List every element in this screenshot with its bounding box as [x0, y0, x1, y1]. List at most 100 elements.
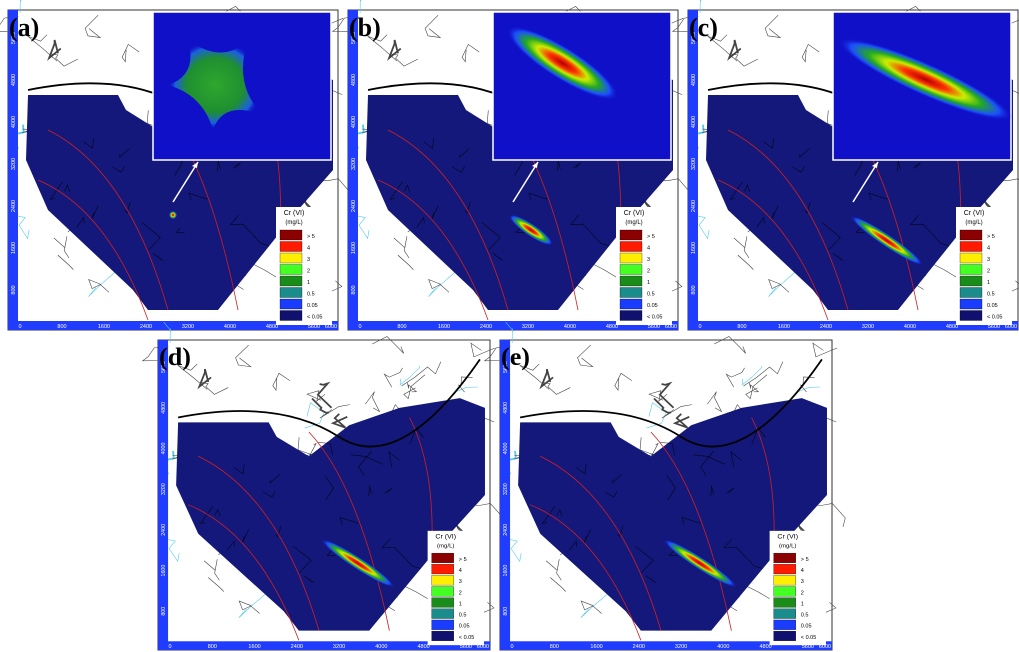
legend-swatch	[960, 276, 982, 286]
panel-label: (b)	[349, 13, 381, 42]
legend-label: > 5	[801, 557, 809, 563]
x-tick-label: 2400	[140, 324, 152, 330]
y-tick-label: 4000	[351, 116, 357, 128]
legend-swatch	[432, 609, 454, 619]
legend-label: > 5	[987, 234, 995, 240]
legend-swatch	[432, 620, 454, 630]
y-tick-label: 2400	[503, 524, 509, 536]
legend-swatch	[620, 311, 642, 321]
legend-label: 2	[987, 269, 990, 275]
legend-label: 2	[801, 590, 804, 596]
y-tick-label: 800	[691, 285, 697, 294]
legend-label: 3	[307, 257, 310, 263]
x-tick-label: 3200	[675, 644, 687, 650]
legend-swatch	[620, 242, 642, 252]
x-tick-label: 3200	[522, 324, 534, 330]
legend-label: 3	[801, 579, 804, 585]
y-tick-label: 2400	[161, 524, 167, 536]
legend-swatch	[774, 620, 796, 630]
legend-unit: (mg/L)	[965, 220, 982, 226]
map-panel: 0800160024003200400048005600600080016002…	[0, 0, 351, 330]
legend-swatch	[620, 299, 642, 309]
legend-label: 0.5	[459, 613, 467, 619]
y-tick-label: 800	[161, 607, 167, 616]
y-tick-label: 2400	[351, 200, 357, 212]
legend-label: 0.05	[801, 624, 812, 630]
legend-label: < 0.05	[459, 635, 475, 641]
legend-label: > 5	[307, 234, 315, 240]
x-tick-label: 1600	[98, 324, 110, 330]
y-tick-label: 1600	[161, 565, 167, 577]
legend-label: 0.5	[987, 292, 995, 298]
legend-swatch	[960, 242, 982, 252]
legend-label: 3	[647, 257, 650, 263]
x-tick-label: 0	[18, 324, 21, 330]
legend-swatch	[774, 564, 796, 574]
panel-label: (a)	[9, 13, 39, 42]
y-tick-label: 3200	[691, 158, 697, 170]
legend-label: 0.05	[307, 303, 318, 309]
legend-unit: (mg/L)	[625, 220, 642, 226]
legend-label: 4	[647, 246, 650, 252]
panel-label: (d)	[159, 343, 191, 371]
y-tick-label: 4800	[161, 402, 167, 414]
x-tick-label: 4000	[375, 644, 387, 650]
x-tick-label: 1600	[778, 324, 790, 330]
legend-swatch	[280, 230, 302, 240]
legend-swatch	[432, 553, 454, 563]
x-tick-label: 800	[737, 324, 746, 330]
legend-title: Cr (VI)	[777, 534, 798, 541]
legend-swatch	[960, 230, 982, 240]
y-tick-label: 3200	[351, 158, 357, 170]
legend-unit: (mg/L)	[285, 220, 302, 226]
x-tick-label: 4000	[904, 324, 916, 330]
legend-swatch	[280, 288, 302, 298]
legend-swatch	[774, 575, 796, 585]
legend-title: Cr (VI)	[284, 210, 305, 217]
legend-swatch	[960, 299, 982, 309]
legend-title: Cr (VI)	[624, 210, 645, 217]
legend-label: 4	[987, 246, 990, 252]
legend-swatch	[432, 631, 454, 641]
x-tick-label: 0	[511, 644, 514, 650]
legend-swatch	[774, 609, 796, 619]
x-tick-label: 800	[57, 324, 66, 330]
plume	[169, 211, 177, 219]
legend-label: 1	[647, 280, 650, 286]
legend-swatch	[432, 587, 454, 597]
x-tick-label: 1600	[438, 324, 450, 330]
legend-swatch	[960, 265, 982, 275]
y-tick-label: 4800	[503, 402, 509, 414]
legend-swatch	[432, 575, 454, 585]
map-panel: 0800160024003200400048005600600080016002…	[673, 0, 1019, 330]
y-tick-label: 1600	[691, 242, 697, 254]
x-tick-label: 4000	[224, 324, 236, 330]
legend-swatch	[774, 631, 796, 641]
x-tick-label: 2400	[633, 644, 645, 650]
x-tick-label: 0	[169, 644, 172, 650]
y-tick-label: 1600	[351, 242, 357, 254]
x-tick-label: 800	[397, 324, 406, 330]
y-tick-label: 4000	[161, 443, 167, 455]
x-tick-label: 2400	[291, 644, 303, 650]
x-tick-label: 2400	[480, 324, 492, 330]
legend-label: < 0.05	[647, 315, 662, 321]
x-tick-label: 3200	[182, 324, 194, 330]
legend-label: 4	[801, 568, 804, 574]
x-tick-label: 800	[550, 644, 559, 650]
x-tick-label: 4000	[564, 324, 576, 330]
x-tick-label: 1600	[590, 644, 602, 650]
legend-label: 0.5	[307, 292, 315, 298]
legend-label: < 0.05	[987, 315, 1002, 321]
y-tick-label: 800	[351, 285, 357, 294]
y-tick-label: 4800	[351, 74, 357, 86]
legend-swatch	[960, 288, 982, 298]
x-tick-label: 0	[358, 324, 361, 330]
x-tick-label: 2400	[820, 324, 832, 330]
legend-label: 1	[801, 602, 804, 608]
x-tick-label: 4000	[717, 644, 729, 650]
x-tick-label: 1600	[248, 644, 260, 650]
y-tick-label: 3200	[11, 158, 17, 170]
panel-label: (c)	[689, 13, 718, 42]
